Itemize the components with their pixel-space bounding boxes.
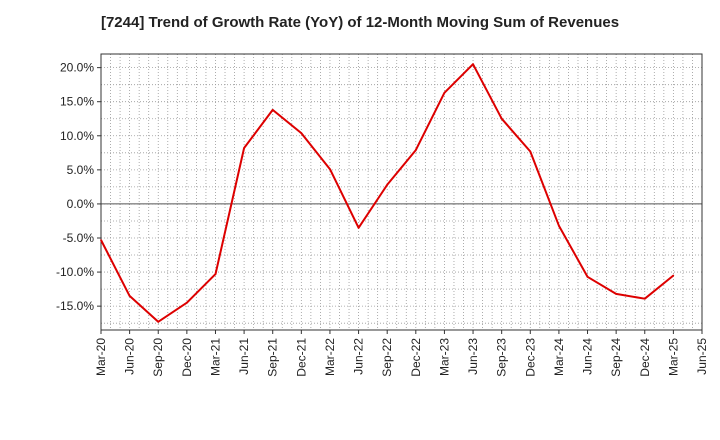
data-point bbox=[386, 184, 388, 186]
x-tick-label: Dec-23 bbox=[523, 338, 537, 377]
data-point bbox=[271, 109, 274, 111]
x-tick-label: Jun-21 bbox=[237, 338, 251, 375]
data-point bbox=[186, 301, 188, 304]
data-point bbox=[157, 321, 160, 323]
x-tick-label: Jun-23 bbox=[466, 338, 480, 375]
y-tick-label: 10.0% bbox=[60, 129, 94, 143]
y-tick-label: -15.0% bbox=[56, 299, 94, 313]
data-point bbox=[586, 276, 589, 278]
data-point bbox=[500, 117, 503, 120]
x-tick-label: Mar-23 bbox=[437, 338, 451, 376]
y-tick-label: 20.0% bbox=[60, 61, 94, 75]
data-point bbox=[329, 168, 331, 170]
y-tick-label: -10.0% bbox=[56, 265, 94, 279]
x-tick-label: Dec-20 bbox=[180, 338, 194, 377]
x-tick-label: Dec-21 bbox=[294, 338, 308, 377]
data-point bbox=[243, 147, 245, 149]
chart-title: [7244] Trend of Growth Rate (YoY) of 12-… bbox=[100, 14, 620, 31]
x-tick-label: Mar-22 bbox=[323, 338, 337, 376]
data-point bbox=[214, 273, 217, 275]
data-point bbox=[100, 239, 102, 241]
data-point bbox=[558, 224, 560, 227]
x-tick-label: Mar-21 bbox=[208, 338, 222, 376]
y-tick-label: 5.0% bbox=[67, 163, 95, 177]
data-point bbox=[357, 226, 360, 229]
plot-background bbox=[101, 54, 702, 330]
plot-frame bbox=[100, 53, 703, 331]
x-tick-label: Sep-24 bbox=[609, 338, 623, 377]
x-tick-label: Dec-22 bbox=[409, 338, 423, 377]
data-point bbox=[128, 295, 131, 297]
x-tick-label: Jun-24 bbox=[581, 338, 595, 375]
data-point bbox=[615, 293, 617, 295]
x-tick-label: Sep-22 bbox=[380, 338, 394, 377]
data-point bbox=[643, 297, 646, 300]
x-tick-label: Mar-20 bbox=[94, 338, 108, 376]
x-tick-label: Mar-24 bbox=[552, 338, 566, 376]
data-point bbox=[443, 92, 446, 94]
x-tick-label: Sep-20 bbox=[151, 338, 165, 377]
y-tick-label: -5.0% bbox=[63, 231, 95, 245]
data-point bbox=[415, 149, 417, 151]
x-tick-label: Dec-24 bbox=[638, 338, 652, 377]
data-point bbox=[472, 63, 474, 66]
data-point bbox=[300, 132, 303, 134]
x-tick-label: Sep-23 bbox=[495, 338, 509, 377]
x-tick-label: Mar-25 bbox=[666, 338, 680, 376]
x-tick-label: Jun-20 bbox=[123, 338, 137, 375]
x-tick-label: Jun-25 bbox=[695, 338, 709, 375]
x-tick-label: Sep-21 bbox=[266, 338, 280, 377]
y-tick-label: 0.0% bbox=[67, 197, 95, 211]
y-tick-label: 15.0% bbox=[60, 95, 94, 109]
data-point bbox=[529, 150, 532, 153]
x-tick-label: Jun-22 bbox=[352, 338, 366, 375]
data-point bbox=[672, 274, 675, 277]
